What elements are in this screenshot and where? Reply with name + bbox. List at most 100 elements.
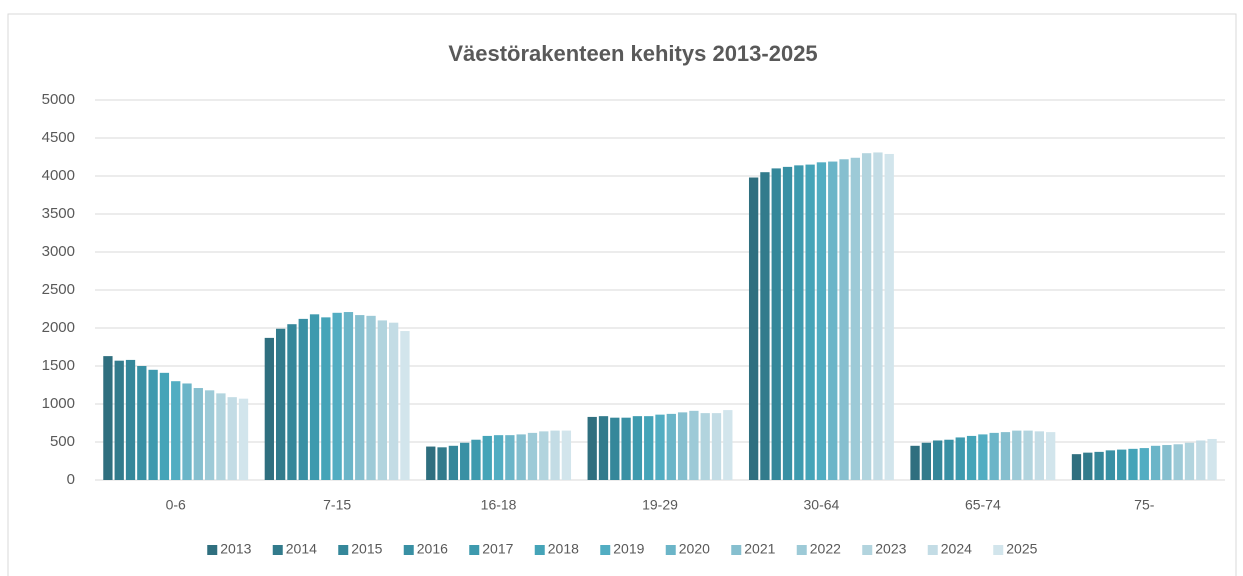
- legend-swatch: [665, 545, 676, 555]
- bar: [1034, 431, 1045, 480]
- bar: [275, 328, 286, 480]
- bar: [1000, 432, 1011, 480]
- chart-title: Väestörakenteen kehitys 2013-2025: [448, 41, 817, 66]
- bar: [655, 414, 665, 480]
- bar: [471, 439, 481, 480]
- bar: [711, 413, 722, 480]
- y-tick-label: 1000: [42, 395, 75, 412]
- bar: [644, 416, 654, 480]
- y-tick-label: 4000: [42, 167, 75, 184]
- bar: [666, 413, 676, 480]
- y-tick-label: 500: [50, 433, 75, 450]
- bar: [1139, 448, 1149, 480]
- x-tick-label: 0-6: [166, 497, 186, 513]
- bar: [978, 434, 988, 480]
- legend-label: 2015: [351, 541, 382, 557]
- bar: [309, 314, 320, 480]
- bar: [621, 417, 631, 480]
- legend-label: 2018: [548, 541, 579, 557]
- bar: [873, 152, 883, 480]
- legend-swatch: [338, 545, 349, 555]
- bar: [182, 383, 192, 480]
- bar: [1162, 445, 1172, 480]
- y-tick-label: 3000: [42, 243, 75, 260]
- bar: [377, 320, 387, 480]
- x-tick-label: 30-64: [804, 497, 840, 513]
- legend: 2013 2014 2015 2016 2017 2018 2019 2020 2021 2022…: [207, 541, 1038, 557]
- bar: [748, 177, 759, 480]
- bar: [1094, 451, 1104, 480]
- bar: [1207, 438, 1217, 480]
- legend-swatch: [600, 545, 611, 555]
- bar: [1117, 449, 1127, 480]
- bar: [689, 410, 699, 480]
- legend-label: 2024: [941, 541, 972, 557]
- bar: [598, 416, 609, 480]
- bar: [1083, 452, 1093, 480]
- chart-frame: [7, 13, 1237, 576]
- bar: [482, 435, 492, 480]
- bar: [933, 440, 943, 480]
- y-tick-label: 1500: [42, 357, 75, 374]
- bar: [839, 159, 849, 480]
- bar: [216, 393, 226, 480]
- bar: [816, 162, 827, 480]
- bar: [1105, 450, 1116, 480]
- bar: [332, 312, 342, 480]
- legend-label: 2021: [744, 541, 775, 557]
- bar: [1173, 444, 1183, 480]
- bar: [989, 432, 999, 480]
- bar: [782, 166, 793, 480]
- legend-swatch: [927, 545, 938, 555]
- bar: [771, 168, 781, 480]
- legend-label: 2022: [810, 541, 841, 557]
- bar: [1184, 442, 1195, 480]
- bar: [760, 172, 770, 480]
- bar: [171, 381, 181, 480]
- bar: [321, 317, 331, 480]
- bar: [1023, 430, 1033, 480]
- legend-label: 2016: [417, 541, 448, 557]
- bar: [448, 445, 459, 480]
- bar: [125, 359, 136, 480]
- bar: [426, 446, 436, 480]
- y-tick-label: 2500: [42, 281, 75, 298]
- legend-label: 2013: [220, 541, 251, 557]
- legend-swatch: [993, 545, 1004, 555]
- y-tick-label: 0: [67, 471, 75, 488]
- bar: [264, 337, 274, 480]
- y-tick-label: 4500: [42, 129, 75, 146]
- bar: [516, 434, 526, 480]
- bar: [148, 369, 158, 480]
- bar: [561, 430, 572, 480]
- legend-label: 2020: [679, 541, 710, 557]
- bar: [287, 324, 297, 480]
- bar: [550, 430, 560, 480]
- bar: [955, 437, 965, 480]
- legend-label: 2023: [875, 541, 906, 557]
- x-tick-label: 65-74: [965, 497, 1001, 513]
- bar: [610, 417, 620, 480]
- bar: [794, 165, 804, 481]
- bar: [850, 157, 860, 480]
- x-tick-label: 19-29: [642, 497, 678, 513]
- bar: [505, 435, 515, 480]
- legend-swatch: [403, 545, 414, 555]
- y-tick-label: 5000: [42, 91, 75, 108]
- bar: [400, 331, 410, 480]
- x-tick-label: 7-15: [323, 497, 351, 513]
- legend-label: 2025: [1006, 541, 1037, 557]
- bar: [355, 315, 365, 480]
- bar: [298, 318, 308, 480]
- legend-swatch: [534, 545, 545, 555]
- legend-label: 2019: [613, 541, 644, 557]
- legend-label: 2014: [286, 541, 317, 557]
- bar: [388, 322, 399, 480]
- bar: [861, 153, 872, 480]
- bar: [944, 439, 954, 480]
- bar: [539, 431, 549, 480]
- bar: [204, 390, 215, 480]
- bar: [193, 388, 203, 480]
- bar: [460, 442, 470, 480]
